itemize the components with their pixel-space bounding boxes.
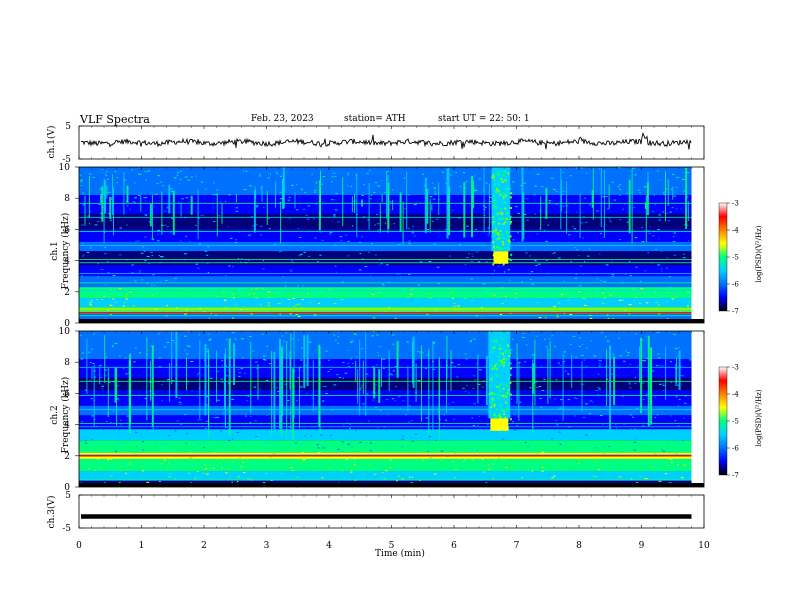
ch2-ytick-label: 4: [64, 421, 70, 431]
ch1-frequency-axis-label-line1: ch.1: [50, 241, 60, 261]
x-tick-label: 0: [76, 541, 82, 551]
x-tick-label: 1: [139, 541, 145, 551]
ch1-ytick-label: 5: [65, 122, 71, 132]
ch3-ytick-label: -5: [62, 524, 71, 534]
ch1-ytick-label: 10: [59, 163, 71, 173]
ch1-ytick-label: 8: [64, 194, 70, 204]
ch1-ytick-label: -5: [62, 155, 71, 165]
ch3-ytick-label: 5: [65, 491, 71, 501]
ch2-ytick-label: 6: [64, 389, 70, 399]
ch1-colorbar: [718, 202, 728, 312]
ch2-colorbar-tick-label: -3: [732, 364, 739, 372]
ch1-waveform-line: [80, 132, 692, 150]
x-tick-label: 7: [514, 541, 520, 551]
ch2-ytick-label: 10: [59, 327, 71, 337]
ch1-ytick-label: 6: [64, 225, 70, 235]
x-tick-label: 5: [389, 541, 395, 551]
ch1-ytick-label: 0: [64, 319, 70, 329]
x-tick-label: 9: [639, 541, 645, 551]
ch2-colorbar-tick-label: -6: [732, 445, 739, 453]
ch1-colorbar-tick-label: -5: [732, 254, 739, 262]
ch2-ytick-label: 2: [64, 452, 70, 462]
ch2-spectrogram-image: [79, 331, 704, 488]
ch2-colorbar-tick-label: -7: [732, 472, 739, 480]
ch2-frequency-axis-label-line2: Frequency (kHz): [61, 376, 71, 454]
ch1-frequency-axis-label-line2: Frequency (kHz): [61, 212, 71, 290]
ch1-waveform-frame: [78, 125, 705, 160]
x-tick-label: 10: [698, 541, 710, 551]
x-axis-label: Time (min): [375, 549, 425, 559]
ch2-ytick-label: 8: [64, 358, 70, 368]
ch1-voltage-axis-label: ch.1(V): [47, 125, 57, 159]
start-time-label: start UT = 22: 50: 1: [438, 114, 530, 124]
ch1-spectrogram-image: [79, 167, 704, 324]
ch1-colorbar-tick-label: -3: [732, 200, 739, 208]
ch1-colorbar-tick-label: -7: [732, 308, 739, 316]
ch2-colorbar: [718, 366, 728, 476]
ch3-voltage-axis-label: ch.3(V): [47, 495, 57, 529]
x-tick-label: 3: [264, 541, 270, 551]
ch2-colorbar-tick-label: -5: [732, 418, 739, 426]
ch2-colorbar-tick-label: -4: [732, 391, 739, 399]
ch1-ytick-label: 4: [64, 257, 70, 267]
x-tick-label: 6: [451, 541, 457, 551]
ch2-colorbar-label: log(PSD)(V²/Hz): [755, 389, 763, 447]
x-tick-label: 2: [201, 541, 207, 551]
station-label: station= ATH: [344, 114, 406, 124]
x-tick-label: 4: [326, 541, 332, 551]
ch1-ytick-label: 2: [64, 288, 70, 298]
ch2-frequency-axis-label: ch.2 Frequency (kHz): [50, 370, 72, 460]
ch1-colorbar-tick-label: -6: [732, 281, 739, 289]
ch2-ytick-label: 0: [64, 483, 70, 493]
figure-title: VLF Spectra: [80, 113, 150, 126]
ch3-waveform-frame: [78, 494, 705, 529]
date-label: Feb. 23, 2023: [251, 114, 314, 124]
ch2-frequency-axis-label-line1: ch.2: [50, 405, 60, 425]
ch1-frequency-axis-label: ch.1 Frequency (kHz): [50, 206, 72, 296]
ch1-colorbar-label: log(PSD)(V²/Hz): [755, 225, 763, 283]
ch1-colorbar-tick-label: -4: [732, 227, 739, 235]
x-tick-label: 8: [576, 541, 582, 551]
